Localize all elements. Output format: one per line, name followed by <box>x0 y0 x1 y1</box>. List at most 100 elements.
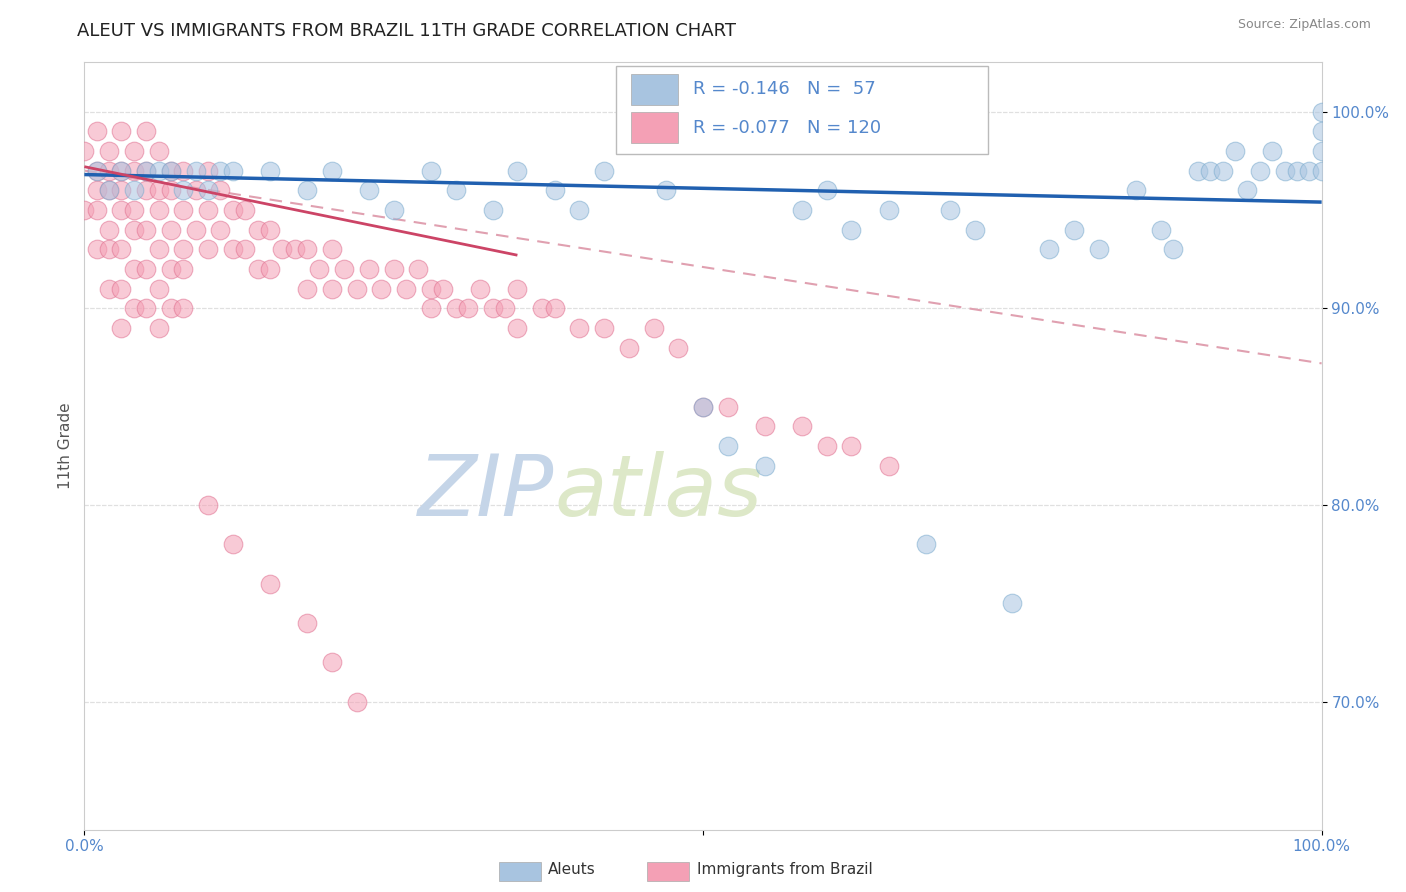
Point <box>1088 242 1111 256</box>
Point <box>877 458 900 473</box>
Point <box>939 202 962 217</box>
Point <box>470 282 492 296</box>
Point <box>86 163 108 178</box>
Point <box>184 222 207 236</box>
Point <box>1285 163 1308 178</box>
Point <box>815 439 838 453</box>
Point <box>246 262 269 277</box>
Point <box>1187 163 1209 178</box>
Point <box>160 163 183 178</box>
Point <box>481 301 503 316</box>
Point <box>148 183 170 197</box>
Point <box>346 695 368 709</box>
Point <box>160 222 183 236</box>
Point <box>98 242 121 256</box>
Point <box>135 124 157 138</box>
Point <box>209 183 232 197</box>
Point <box>357 262 380 277</box>
Point <box>135 262 157 277</box>
Point <box>308 262 330 277</box>
Point <box>86 183 108 197</box>
Point <box>692 400 714 414</box>
Point <box>333 262 356 277</box>
Point <box>1125 183 1147 197</box>
Point <box>148 202 170 217</box>
Point <box>122 222 145 236</box>
Point <box>122 301 145 316</box>
Point <box>98 282 121 296</box>
Point <box>506 321 529 335</box>
Point <box>444 301 467 316</box>
Point <box>135 163 157 178</box>
Point <box>184 183 207 197</box>
Point <box>184 163 207 178</box>
Point <box>86 202 108 217</box>
Point <box>481 202 503 217</box>
Point <box>346 282 368 296</box>
Point <box>172 202 194 217</box>
Point <box>110 321 132 335</box>
Point <box>233 202 256 217</box>
Point <box>160 301 183 316</box>
Text: Immigrants from Brazil: Immigrants from Brazil <box>697 863 873 877</box>
Point <box>110 163 132 178</box>
Point <box>1001 596 1024 610</box>
Point <box>98 163 121 178</box>
Text: ALEUT VS IMMIGRANTS FROM BRAZIL 11TH GRADE CORRELATION CHART: ALEUT VS IMMIGRANTS FROM BRAZIL 11TH GRA… <box>77 22 737 40</box>
Point <box>160 163 183 178</box>
Point <box>110 183 132 197</box>
Point <box>357 183 380 197</box>
Point <box>531 301 554 316</box>
Point <box>122 183 145 197</box>
Point <box>419 301 441 316</box>
FancyBboxPatch shape <box>616 66 987 154</box>
Point <box>1249 163 1271 178</box>
Point <box>543 301 565 316</box>
Point <box>233 242 256 256</box>
Point <box>717 400 740 414</box>
Point <box>295 615 318 630</box>
Point <box>543 183 565 197</box>
Point <box>172 163 194 178</box>
Point <box>1161 242 1184 256</box>
Point <box>754 458 776 473</box>
Point <box>222 202 245 217</box>
Point <box>419 163 441 178</box>
Point <box>1063 222 1085 236</box>
Point <box>172 262 194 277</box>
Point <box>666 341 689 355</box>
Point <box>197 242 219 256</box>
Point <box>419 282 441 296</box>
Point <box>815 183 838 197</box>
Text: R = -0.146   N =  57: R = -0.146 N = 57 <box>693 80 876 98</box>
Point <box>1199 163 1222 178</box>
Point <box>86 124 108 138</box>
Point <box>73 202 96 217</box>
Text: atlas: atlas <box>554 450 762 533</box>
Point <box>222 242 245 256</box>
Point <box>197 163 219 178</box>
Point <box>1223 144 1246 158</box>
Point <box>382 202 405 217</box>
Bar <box>631 112 678 143</box>
Point <box>209 163 232 178</box>
Point <box>617 341 640 355</box>
Point <box>643 321 665 335</box>
Point <box>1298 163 1320 178</box>
Point <box>172 301 194 316</box>
Point <box>122 163 145 178</box>
Point <box>790 202 813 217</box>
Point <box>568 321 591 335</box>
Point <box>135 183 157 197</box>
Point <box>1274 163 1296 178</box>
Point <box>172 183 194 197</box>
Bar <box>631 74 678 104</box>
Point <box>841 222 863 236</box>
Point <box>271 242 294 256</box>
Point <box>914 537 936 551</box>
Point <box>148 242 170 256</box>
Point <box>197 183 219 197</box>
Point <box>259 262 281 277</box>
Point <box>717 439 740 453</box>
Point <box>1310 104 1333 119</box>
